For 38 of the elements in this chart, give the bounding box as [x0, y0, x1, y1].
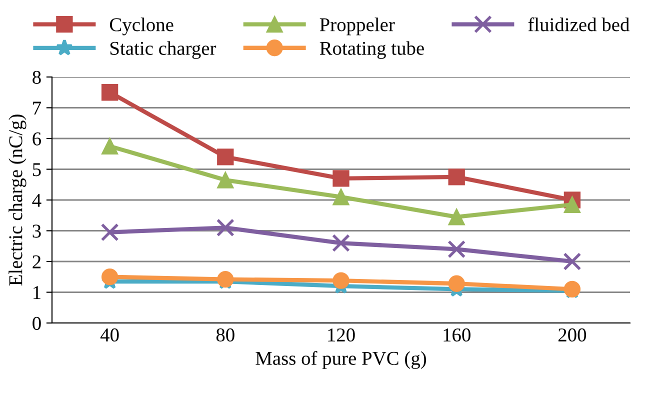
point	[217, 172, 234, 188]
point	[101, 138, 118, 155]
point	[448, 240, 466, 258]
y-tick-label: 2	[32, 255, 41, 268]
point	[101, 268, 118, 286]
point	[332, 188, 350, 206]
point	[563, 252, 582, 271]
point	[448, 275, 465, 292]
y-tick-label: 6	[32, 132, 42, 146]
y-axis-title: Electric charge (nC/g)	[8, 114, 26, 286]
legend-label: Cyclone	[110, 18, 174, 36]
y-tick-label: 5	[32, 163, 41, 176]
legend-label: Static charger	[110, 41, 216, 59]
x-tick-label: 160	[444, 328, 470, 342]
point	[332, 234, 350, 252]
y-tick-label: 0	[32, 316, 41, 330]
point	[216, 218, 234, 237]
x-tick-label: 200	[558, 328, 586, 342]
point	[217, 148, 234, 166]
legend-label: fluidized bed	[528, 17, 630, 32]
point	[448, 168, 465, 186]
point	[448, 208, 465, 226]
y-tick-label: 8	[32, 70, 41, 84]
x-axis-title: Mass of pure PVC (g)	[256, 351, 426, 369]
legend-label: Proppeler	[320, 18, 395, 36]
y-tick-label: 4	[32, 194, 42, 207]
point	[332, 170, 350, 187]
point	[101, 84, 118, 101]
x-tick-label: 80	[216, 328, 234, 342]
point	[564, 196, 581, 213]
point	[332, 272, 350, 289]
y-tick-label: 1	[34, 286, 40, 299]
y-tick-label: 7	[33, 102, 42, 114]
x-tick-label: 120	[328, 328, 355, 342]
point	[100, 223, 119, 242]
x-tick-label: 40	[100, 328, 119, 342]
y-tick-label: 3	[32, 224, 41, 238]
legend-label: Rotating tube	[320, 41, 424, 59]
